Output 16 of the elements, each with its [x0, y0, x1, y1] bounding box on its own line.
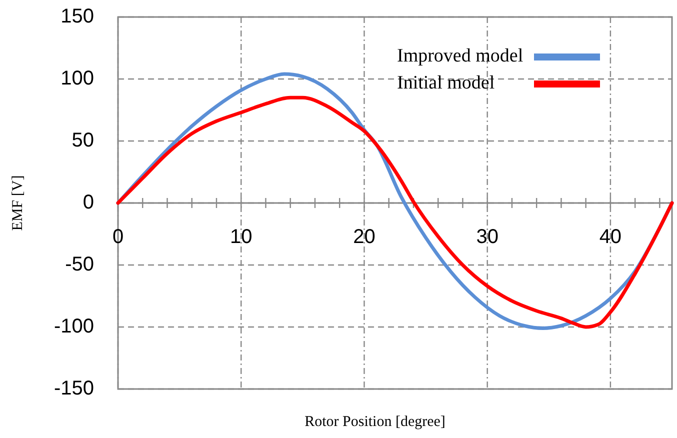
legend-label: Improved model	[397, 45, 524, 66]
x-tick-label: 10	[230, 226, 252, 248]
x-axis-title: Rotor Position [degree]	[304, 414, 446, 430]
x-tick-label: 0	[112, 226, 124, 248]
y-tick-label: -150	[54, 377, 94, 400]
y-tick-label: -100	[54, 315, 94, 338]
y-tick-label: 50	[72, 129, 94, 152]
legend-label: Initial model	[397, 72, 495, 94]
x-tick-label: 30	[476, 226, 498, 248]
y-axis-title: EMF [V]	[10, 175, 26, 231]
y-tick-label: -50	[65, 253, 94, 276]
y-tick-label: 150	[60, 5, 94, 28]
x-tick-label: 20	[353, 226, 376, 248]
y-tick-label: 0	[82, 191, 94, 214]
x-tick-label: 40	[599, 226, 622, 248]
y-tick-label: 100	[60, 67, 94, 90]
